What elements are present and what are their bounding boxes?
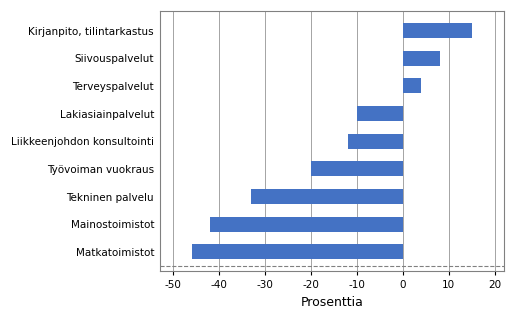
- Bar: [311, 161, 403, 177]
- Bar: [403, 23, 472, 38]
- Bar: [348, 134, 403, 149]
- Bar: [210, 217, 403, 232]
- Bar: [357, 106, 403, 121]
- Bar: [192, 244, 403, 260]
- X-axis label: Prosenttia: Prosenttia: [300, 296, 363, 309]
- Bar: [403, 51, 440, 66]
- Bar: [403, 78, 421, 93]
- Bar: [251, 189, 403, 204]
